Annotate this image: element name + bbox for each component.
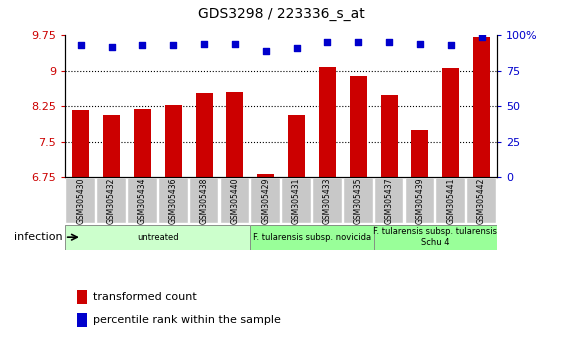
Bar: [288, 115, 305, 354]
Text: F. tularensis subsp. tularensis
Schu 4: F. tularensis subsp. tularensis Schu 4: [373, 228, 498, 247]
Text: GSM305433: GSM305433: [323, 177, 332, 224]
Text: GSM305434: GSM305434: [138, 177, 147, 224]
Text: GSM305431: GSM305431: [292, 177, 301, 224]
Bar: [165, 105, 182, 354]
Text: GSM305436: GSM305436: [169, 177, 178, 224]
Bar: [72, 109, 89, 354]
Point: [231, 41, 240, 47]
Bar: [442, 68, 459, 354]
Text: GSM305432: GSM305432: [107, 177, 116, 224]
Point: [477, 34, 486, 40]
Bar: [103, 115, 120, 354]
Bar: [257, 174, 274, 354]
Point: [138, 42, 147, 48]
Point: [169, 42, 178, 48]
Bar: [473, 37, 490, 354]
Bar: [319, 67, 336, 354]
Bar: [227, 92, 243, 354]
Text: transformed count: transformed count: [93, 292, 197, 302]
Text: GSM305438: GSM305438: [199, 177, 208, 224]
Bar: [411, 130, 428, 354]
Bar: [381, 95, 398, 354]
Point: [385, 40, 394, 45]
Text: GSM305442: GSM305442: [477, 177, 486, 224]
Text: F. tularensis subsp. novicida: F. tularensis subsp. novicida: [253, 233, 371, 242]
Text: GSM305441: GSM305441: [446, 177, 455, 224]
Point: [292, 45, 301, 51]
Point: [323, 40, 332, 45]
Bar: [195, 93, 212, 354]
Point: [107, 44, 116, 50]
Text: infection: infection: [14, 232, 62, 242]
Bar: [134, 109, 151, 354]
Bar: [350, 76, 367, 354]
Text: GSM305439: GSM305439: [415, 177, 424, 224]
Text: GSM305430: GSM305430: [76, 177, 85, 224]
Text: GSM305437: GSM305437: [385, 177, 394, 224]
Text: GSM305429: GSM305429: [261, 177, 270, 224]
Point: [199, 41, 208, 47]
Text: GDS3298 / 223336_s_at: GDS3298 / 223336_s_at: [198, 7, 365, 21]
Text: percentile rank within the sample: percentile rank within the sample: [93, 315, 281, 325]
Text: GSM305440: GSM305440: [231, 177, 239, 224]
Text: GSM305435: GSM305435: [354, 177, 363, 224]
Point: [76, 42, 85, 48]
Text: untreated: untreated: [137, 233, 178, 242]
Point: [446, 42, 456, 48]
Point: [354, 40, 363, 45]
Point: [261, 48, 270, 54]
Point: [415, 41, 424, 47]
